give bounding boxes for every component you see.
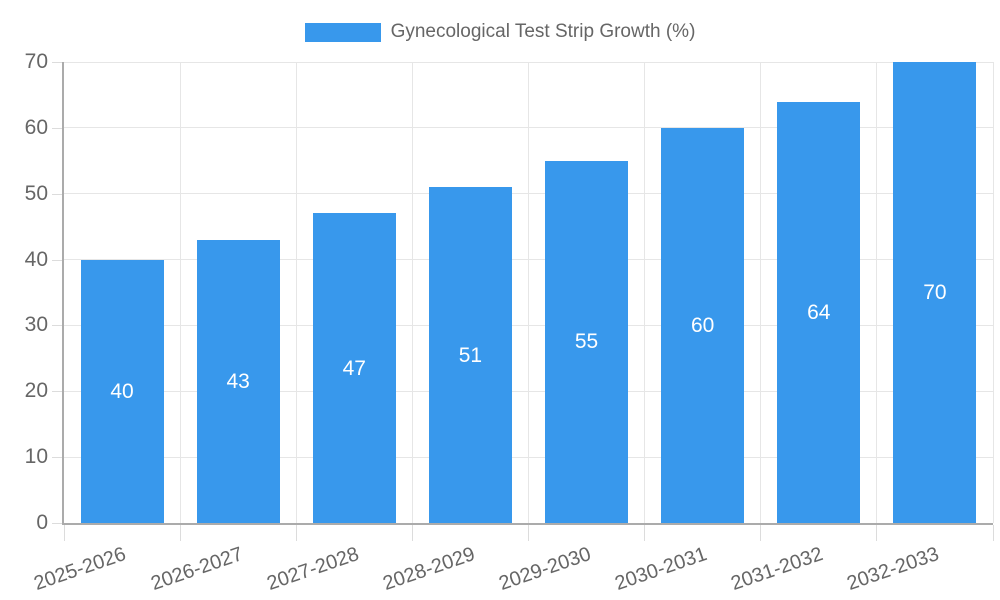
x-axis-label-2027-2028: 2027-2028 bbox=[263, 543, 362, 595]
x-axis-label-2029-2030: 2029-2030 bbox=[496, 543, 594, 595]
x-axis-label-2030-2031: 2030-2031 bbox=[612, 543, 710, 595]
bar-2025-2026[interactable]: 40 bbox=[80, 259, 164, 523]
x-axis-tick-3 bbox=[411, 525, 413, 541]
y-axis-tick-40 bbox=[52, 259, 62, 261]
y-axis-label-60: 60 bbox=[24, 115, 48, 139]
x-axis-tick-0 bbox=[63, 525, 65, 541]
y-axis-label-40: 40 bbox=[24, 247, 48, 271]
y-axis-tick-20 bbox=[52, 391, 62, 393]
y-axis-tick-10 bbox=[52, 457, 62, 459]
bar-2030-2031[interactable]: 60 bbox=[661, 127, 745, 523]
bar-value-label: 51 bbox=[458, 343, 483, 367]
bar-2026-2027[interactable]: 43 bbox=[196, 239, 280, 523]
y-axis-tick-70 bbox=[52, 62, 62, 63]
bar-value-label: 40 bbox=[110, 379, 134, 403]
x-gridline-8 bbox=[992, 62, 994, 523]
chart-legend-item[interactable]: Gynecological Test Strip Growth (%) bbox=[0, 21, 1000, 43]
x-axis-tick-5 bbox=[644, 525, 646, 541]
x-gridline-1 bbox=[179, 62, 181, 523]
y-axis-label-70: 70 bbox=[24, 50, 48, 73]
x-gridline-7 bbox=[876, 62, 878, 523]
bar-value-label: 60 bbox=[691, 313, 715, 337]
y-axis-label-20: 20 bbox=[24, 379, 48, 403]
bar-value-label: 64 bbox=[807, 300, 831, 324]
bar-2027-2028[interactable]: 47 bbox=[312, 213, 396, 523]
bar-value-label: 43 bbox=[226, 369, 250, 393]
x-gridline-5 bbox=[644, 62, 646, 523]
x-axis-label-2032-2033: 2032-2033 bbox=[844, 543, 943, 595]
bar-value-label: 47 bbox=[342, 356, 366, 380]
legend-label: Gynecological Test Strip Growth (%) bbox=[390, 21, 696, 42]
x-gridline-6 bbox=[760, 62, 762, 523]
x-axis-tick-1 bbox=[179, 525, 181, 541]
x-axis-tick-8 bbox=[992, 525, 994, 541]
x-axis-label-2026-2027: 2026-2027 bbox=[147, 543, 246, 595]
plot-area: 40 43 47 51 55 60 64 70 bbox=[62, 61, 994, 525]
x-axis-label-2025-2026: 2025-2026 bbox=[31, 543, 130, 595]
y-axis-label-30: 30 bbox=[24, 313, 48, 337]
bar-2029-2030[interactable]: 55 bbox=[545, 160, 629, 523]
bar-2028-2029[interactable]: 51 bbox=[428, 187, 512, 523]
x-axis-tick-2 bbox=[295, 525, 297, 541]
bar-2031-2032[interactable]: 64 bbox=[777, 101, 861, 523]
y-axis-label-10: 10 bbox=[24, 445, 48, 469]
x-axis-label-2031-2032: 2031-2032 bbox=[728, 543, 826, 595]
x-gridline-3 bbox=[411, 62, 413, 523]
y-axis-tick-60 bbox=[52, 127, 62, 129]
x-axis-tick-4 bbox=[528, 525, 529, 541]
y-axis-label-0: 0 bbox=[36, 511, 48, 534]
x-gridline-2 bbox=[295, 62, 297, 523]
legend-color-swatch bbox=[304, 22, 381, 42]
y-axis-tick-30 bbox=[52, 325, 62, 327]
bar-2032-2033[interactable]: 70 bbox=[893, 62, 977, 523]
bar-value-label: 70 bbox=[923, 281, 947, 304]
x-axis-label-2028-2029: 2028-2029 bbox=[379, 543, 478, 595]
y-axis-tick-50 bbox=[52, 193, 62, 195]
y-axis-label-50: 50 bbox=[24, 181, 48, 205]
x-axis-tick-7 bbox=[876, 525, 878, 541]
x-gridline-4 bbox=[528, 62, 529, 523]
bar-value-label: 55 bbox=[574, 330, 599, 354]
y-axis-tick-0 bbox=[52, 523, 62, 524]
x-axis-tick-6 bbox=[760, 525, 762, 541]
